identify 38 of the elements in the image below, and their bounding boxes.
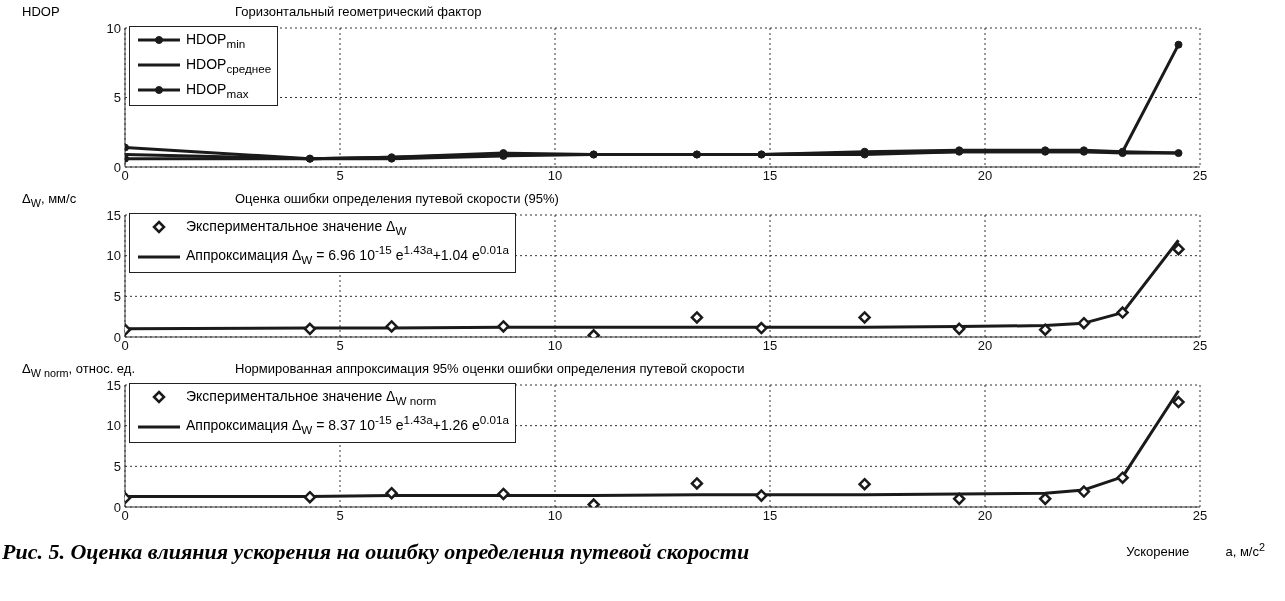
x-tick-label: 15	[762, 508, 778, 524]
legend-label: HDOP$_{среднее}$	[186, 55, 272, 75]
x-tick-label: 20	[977, 508, 993, 524]
x-tick-label: 15	[762, 168, 778, 184]
x-tick-label: 5	[336, 338, 344, 354]
x-tick-label: 5	[336, 168, 344, 184]
legend-label: Аппроксимация Δ$_{W}$ = 8.37 10$^{-15}$ e$^{1.43a}$+1.26 e$^{0.01a}$	[186, 413, 509, 437]
chart-title: Нормированная аппроксимация 95% оценки ошибки определения путевой скорости	[235, 361, 745, 376]
y-tick-label: 15	[106, 207, 121, 223]
x-tick-label: 20	[977, 168, 993, 184]
y-tick-label: 5	[113, 288, 121, 304]
text: Рис. 5. Оценка влияния ускорения на ошибку определения путевой скорости	[2, 539, 750, 565]
legend-label: Экспериментальное значение Δ$_{W}$	[186, 218, 407, 237]
legend-label: HDOP$_{min}$	[186, 31, 246, 50]
y-tick-label: 10	[106, 248, 121, 264]
x-tick-label: 15	[762, 338, 778, 354]
legend-label: Аппроксимация Δ$_{W}$ = 6.96 10$^{-15}$ e$^{1.43a}$+1.04 e$^{0.01a}$	[186, 243, 509, 267]
legend-label: HDOP$_{max}$	[186, 80, 249, 100]
x-tick-label: 25	[1192, 168, 1208, 184]
x-tick-label: 20	[977, 338, 993, 354]
y-axis-title: Δ$_{W}$, мм/с	[22, 191, 77, 209]
y-tick-label: 15	[106, 377, 121, 393]
x-tick-label: 5	[336, 508, 344, 524]
x-tick-label: 25	[1192, 508, 1208, 524]
legend-label: Экспериментальное значение Δ$_{W norm}$	[186, 388, 437, 407]
x-tick-label: 25	[1192, 338, 1208, 354]
y-axis-title: Δ$_{W norm}$, относ. ед.	[22, 361, 135, 379]
y-tick-label: 5	[113, 458, 121, 474]
x-tick-label: 10	[547, 508, 563, 524]
y-tick-label: 5	[113, 90, 121, 106]
x-tick-label: 10	[547, 168, 563, 184]
chart-title: Оценка ошибки определения путевой скорости (95%)	[235, 191, 559, 206]
y-tick-label: 10	[106, 418, 121, 434]
x-axis-title: Ускорение а, м/с$^{2}$	[1126, 541, 1265, 560]
chart-title: Горизонтальный геометрический фактор	[235, 4, 482, 19]
y-tick-label: 10	[106, 20, 121, 36]
y-axis-title: HDOP	[22, 4, 60, 19]
x-tick-label: 10	[547, 338, 563, 354]
